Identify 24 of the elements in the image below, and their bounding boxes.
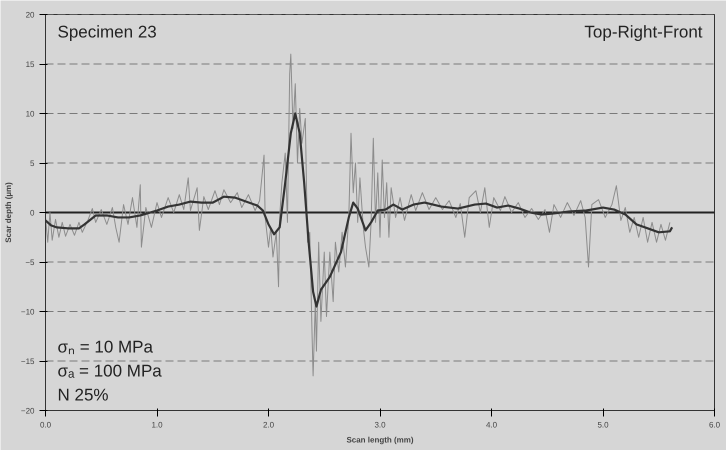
text: Top-Right-Front — [584, 22, 703, 42]
x-tick-label: 0.0 — [40, 420, 52, 430]
x-axis-title: Scan length (mm) — [346, 436, 414, 444]
annotation: σₙ = 10 MPa — [58, 338, 154, 356]
x-tick-label: 1.0 — [151, 420, 164, 430]
x-tick-label: 2.0 — [262, 420, 275, 430]
y-tick-label: −20 — [20, 406, 36, 416]
y-tick-label: 0 — [30, 208, 36, 218]
annotation: N 25% — [58, 386, 109, 404]
y-tick-label: 10 — [26, 110, 36, 118]
y-tick-label: −5 — [25, 258, 36, 267]
y-axis-title: Scar depth (µm) — [4, 182, 13, 243]
y-tick-label: −10 — [20, 308, 36, 316]
y-tick-label: 15 — [26, 60, 36, 69]
x-tick-label: 5.0 — [597, 420, 610, 430]
x-tick-label: 4.0 — [486, 420, 498, 430]
annotation: σₐ = 100 MPa — [58, 362, 162, 380]
x-tick-label: 3.0 — [374, 420, 386, 430]
y-tick-label: −15 — [20, 357, 36, 366]
line-series — [46, 54, 670, 376]
x-tick-label: 6.0 — [708, 420, 721, 430]
text: Specimen 23 — [58, 22, 157, 42]
y-tick-label: 20 — [26, 10, 36, 20]
y-tick-label: 5 — [30, 159, 36, 168]
